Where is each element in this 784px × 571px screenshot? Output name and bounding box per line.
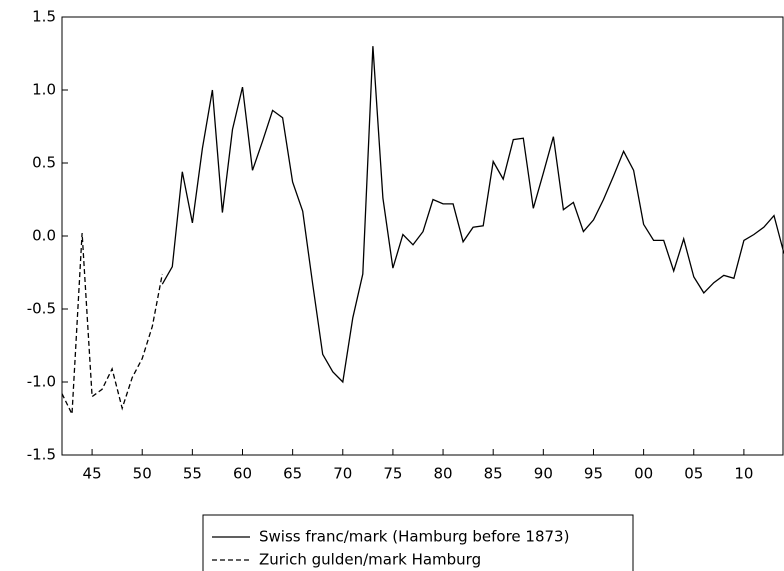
- y-tick-label: -1.5: [27, 446, 56, 464]
- y-tick-label: 1.0: [32, 81, 56, 99]
- x-tick-label: 90: [534, 465, 553, 483]
- x-tick-label: 55: [183, 465, 202, 483]
- x-tick-label: 45: [83, 465, 102, 483]
- legend-label: Zurich gulden/mark Hamburg: [259, 551, 481, 569]
- legend-label: Swiss franc/mark (Hamburg before 1873): [259, 528, 569, 546]
- x-tick-label: 00: [634, 465, 653, 483]
- x-tick-label: 05: [684, 465, 703, 483]
- x-tick-label: 85: [484, 465, 503, 483]
- series-line: [61, 233, 163, 417]
- x-tick-label: 65: [283, 465, 302, 483]
- x-tick-label: 80: [434, 465, 453, 483]
- x-tick-label: 10: [734, 465, 753, 483]
- x-tick-label: 50: [133, 465, 152, 483]
- x-tick-label: 95: [584, 465, 603, 483]
- y-tick-label: -1.0: [27, 373, 56, 391]
- y-tick-label: 0.5: [32, 154, 56, 172]
- y-tick-label: 1.5: [32, 8, 56, 26]
- y-tick-label: -0.5: [27, 300, 56, 318]
- legend-box: [202, 514, 634, 571]
- x-tick-label: 75: [383, 465, 402, 483]
- x-tick-label: 60: [233, 465, 252, 483]
- series-line: [161, 46, 784, 384]
- y-tick-label: 0.0: [32, 227, 56, 245]
- plot-frame: [61, 16, 784, 456]
- x-tick-label: 70: [333, 465, 352, 483]
